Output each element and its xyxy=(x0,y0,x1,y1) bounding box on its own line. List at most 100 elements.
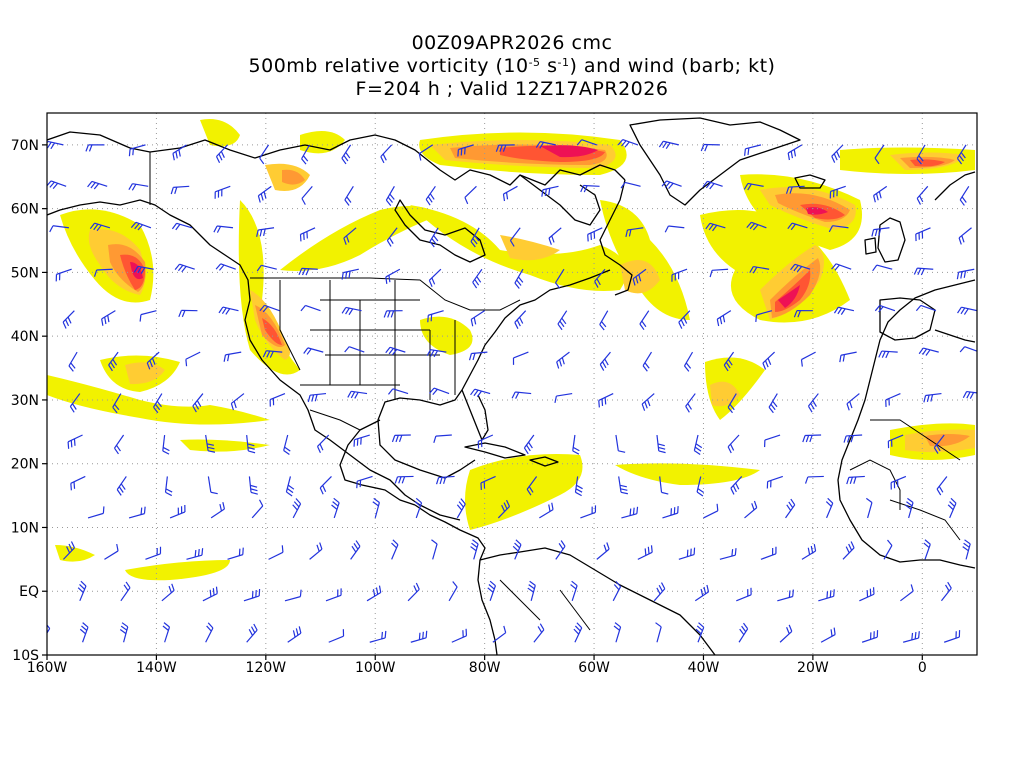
wind-barb xyxy=(983,435,990,454)
wind-barb xyxy=(246,434,256,454)
wind-barb xyxy=(883,539,893,560)
wind-barb xyxy=(785,498,796,519)
wind-barb xyxy=(738,622,749,643)
title-line-1: 00Z09APR2026 cmc xyxy=(411,32,613,54)
wind-barb xyxy=(957,306,977,315)
x-tick-label: 80W xyxy=(469,660,501,676)
wind-barb xyxy=(793,310,813,318)
title-line-2: 500mb relative vorticity (10-5 s-1) and … xyxy=(248,55,776,77)
wind-barb xyxy=(87,506,105,519)
wind-barb xyxy=(385,346,406,356)
wind-barb xyxy=(873,185,888,203)
wind-barb xyxy=(599,310,609,331)
x-tick-label: 120W xyxy=(246,660,287,676)
wind-barb xyxy=(802,434,822,443)
wind-barb xyxy=(344,186,354,206)
wind-barb xyxy=(923,392,942,403)
wind-barb xyxy=(874,144,885,165)
wind-barb xyxy=(153,393,163,414)
wind-barb xyxy=(613,622,622,643)
x-tick-label: 140W xyxy=(136,660,177,676)
wind-barb xyxy=(762,351,775,370)
wind-barb xyxy=(62,310,75,329)
wind-barb xyxy=(67,434,83,449)
wind-barb xyxy=(548,227,562,245)
y-tick-label: 20N xyxy=(11,457,39,473)
wind-barb xyxy=(839,351,857,363)
wind-barb xyxy=(918,347,939,356)
wind-barb xyxy=(292,498,302,519)
wind-barb xyxy=(433,434,452,443)
wind-barb xyxy=(632,268,647,286)
wind-barb xyxy=(287,626,302,643)
wind-barb xyxy=(407,582,420,602)
wind-barb xyxy=(470,227,480,248)
wind-barb xyxy=(259,304,280,313)
wind-barb xyxy=(328,629,345,643)
wind-barb xyxy=(470,539,479,560)
wind-barb xyxy=(243,588,261,602)
wind-barb xyxy=(307,392,327,403)
wind-barb xyxy=(865,497,873,519)
wind-barb xyxy=(428,268,442,287)
wind-barb xyxy=(210,502,226,519)
wind-barb xyxy=(451,628,468,643)
wind-barb xyxy=(347,390,368,399)
wind-barb xyxy=(369,630,387,643)
wind-barb xyxy=(114,434,125,455)
wind-barb xyxy=(727,393,737,414)
wind-barb xyxy=(457,144,474,157)
wind-barb xyxy=(104,543,119,560)
wind-barb xyxy=(539,502,554,519)
wind-barb xyxy=(429,387,450,395)
wind-barb xyxy=(678,310,691,329)
wind-barb xyxy=(341,306,362,316)
wind-barb xyxy=(205,434,216,453)
wind-barb xyxy=(828,225,849,233)
wind-barb xyxy=(112,393,122,414)
wind-barb xyxy=(341,268,359,280)
wind-barb xyxy=(956,268,975,280)
wind-barb xyxy=(596,542,610,560)
y-tick-label: 30N xyxy=(11,393,39,409)
wind-barb xyxy=(991,499,1000,518)
wind-barb xyxy=(246,623,258,643)
wind-barb xyxy=(256,227,275,237)
wind-barb xyxy=(385,186,395,206)
wind-barb xyxy=(456,498,466,519)
wind-barb xyxy=(685,393,696,413)
wind-barb xyxy=(933,434,945,454)
wind-barb xyxy=(637,545,653,560)
wind-barb xyxy=(659,476,669,495)
wind-barb xyxy=(79,622,89,643)
wind-barb xyxy=(618,476,629,495)
wind-barb xyxy=(256,264,277,272)
x-tick-label: 60W xyxy=(578,660,610,676)
wind-barb xyxy=(344,346,365,353)
wind-barb xyxy=(678,547,696,560)
wind-barb xyxy=(385,268,401,284)
wind-barb xyxy=(309,542,323,560)
wind-barb xyxy=(331,497,340,519)
wind-barb xyxy=(557,310,568,331)
wind-barb xyxy=(541,185,559,197)
x-tick-label: 20W xyxy=(797,660,829,676)
wind-barb xyxy=(800,351,816,367)
wind-barb xyxy=(779,624,793,643)
y-axis-ticks: 10S EQ 10N 20N 30N 40N 50N 60N 70N xyxy=(11,138,47,664)
wind-barb xyxy=(202,586,218,602)
wind-barb xyxy=(709,268,729,278)
y-tick-label: 10N xyxy=(11,520,39,536)
wind-barb xyxy=(414,497,423,519)
wind-barb xyxy=(386,227,398,247)
wind-barb xyxy=(425,185,436,206)
wind-barb xyxy=(435,475,455,485)
wind-barb xyxy=(915,227,931,242)
wind-barb xyxy=(248,476,258,495)
y-tick-label: 40N xyxy=(11,329,39,345)
wind-barb xyxy=(533,623,545,643)
wind-barb xyxy=(116,476,127,496)
y-tick-label: 70N xyxy=(11,138,39,154)
wind-barb xyxy=(514,268,524,289)
